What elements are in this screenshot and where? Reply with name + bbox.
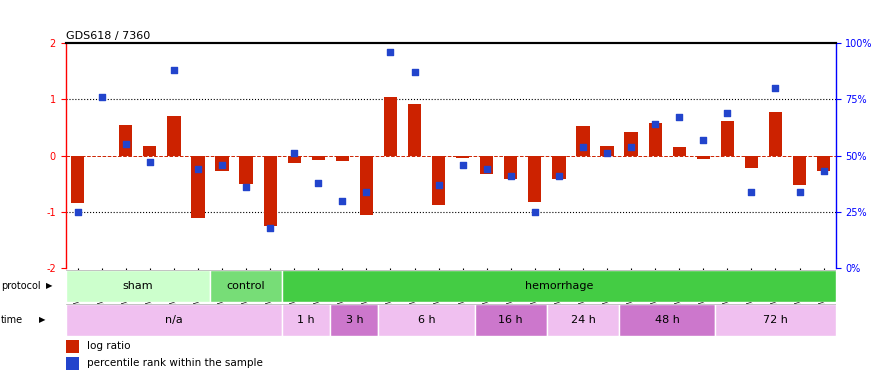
Point <box>287 150 301 156</box>
Text: percentile rank within the sample: percentile rank within the sample <box>88 358 263 368</box>
Text: GDS618 / 7360: GDS618 / 7360 <box>66 31 150 41</box>
Text: 6 h: 6 h <box>417 315 436 325</box>
Point <box>119 141 133 147</box>
Text: ▶: ▶ <box>46 281 52 290</box>
Bar <box>71 156 84 203</box>
Bar <box>432 156 445 205</box>
Point <box>624 144 638 150</box>
Bar <box>716 304 836 336</box>
Point <box>360 189 374 195</box>
Point <box>71 209 85 215</box>
Point <box>648 121 662 127</box>
Text: 1 h: 1 h <box>298 315 315 325</box>
Text: log ratio: log ratio <box>88 341 130 351</box>
Point <box>816 168 830 174</box>
Bar <box>263 156 276 226</box>
Point <box>696 137 710 143</box>
Bar <box>282 304 331 336</box>
Bar <box>240 156 253 184</box>
Bar <box>312 156 325 160</box>
Text: n/a: n/a <box>165 315 183 325</box>
Point <box>576 144 590 150</box>
Point <box>600 150 614 156</box>
Bar <box>360 156 373 214</box>
Bar <box>673 147 686 156</box>
Point <box>552 173 566 179</box>
Point <box>456 162 470 168</box>
Bar <box>577 126 590 156</box>
Point <box>383 49 397 55</box>
Bar <box>648 123 662 156</box>
Bar <box>66 340 80 352</box>
Point <box>239 184 253 190</box>
Text: 48 h: 48 h <box>654 315 680 325</box>
Text: 72 h: 72 h <box>763 315 788 325</box>
Bar <box>620 304 716 336</box>
Bar <box>600 146 613 156</box>
Bar <box>547 304 620 336</box>
Bar <box>119 124 132 156</box>
Point <box>167 67 181 73</box>
Bar <box>745 156 758 168</box>
Bar <box>336 156 349 161</box>
Point <box>720 110 734 116</box>
Bar <box>66 304 282 336</box>
Text: time: time <box>1 315 23 325</box>
Bar <box>384 97 397 156</box>
Bar <box>696 156 710 159</box>
Bar <box>210 270 282 302</box>
Bar <box>475 304 547 336</box>
Bar <box>66 357 80 370</box>
Bar <box>769 112 782 156</box>
Bar <box>408 104 421 156</box>
Point <box>768 85 782 91</box>
Bar <box>282 270 836 302</box>
Bar <box>167 116 180 156</box>
Bar <box>793 156 806 185</box>
Point <box>215 162 229 168</box>
Point <box>431 182 445 188</box>
Point <box>504 173 518 179</box>
Bar <box>144 146 157 156</box>
Bar <box>504 156 517 179</box>
Text: control: control <box>227 281 265 291</box>
Text: protocol: protocol <box>1 281 40 291</box>
Text: 16 h: 16 h <box>499 315 523 325</box>
Bar <box>379 304 475 336</box>
Bar <box>552 156 565 179</box>
Point <box>191 166 205 172</box>
Point <box>263 225 277 231</box>
Bar <box>625 132 638 156</box>
Text: ▶: ▶ <box>38 315 45 324</box>
Bar <box>721 121 734 156</box>
Bar <box>528 156 542 202</box>
Bar <box>215 156 228 171</box>
Point <box>745 189 759 195</box>
Text: hemorrhage: hemorrhage <box>525 281 593 291</box>
Bar <box>480 156 494 174</box>
Bar <box>66 270 210 302</box>
Point <box>528 209 542 215</box>
Bar <box>192 156 205 218</box>
Text: 3 h: 3 h <box>346 315 363 325</box>
Text: 24 h: 24 h <box>570 315 595 325</box>
Point <box>143 159 157 165</box>
Point <box>672 114 686 120</box>
Point <box>408 69 422 75</box>
Point <box>335 198 349 204</box>
Point <box>94 94 108 100</box>
Point <box>312 180 326 186</box>
Text: sham: sham <box>123 281 153 291</box>
Point <box>480 166 494 172</box>
Bar <box>331 304 379 336</box>
Bar <box>288 156 301 163</box>
Bar <box>456 156 469 158</box>
Bar <box>817 156 830 171</box>
Point <box>793 189 807 195</box>
